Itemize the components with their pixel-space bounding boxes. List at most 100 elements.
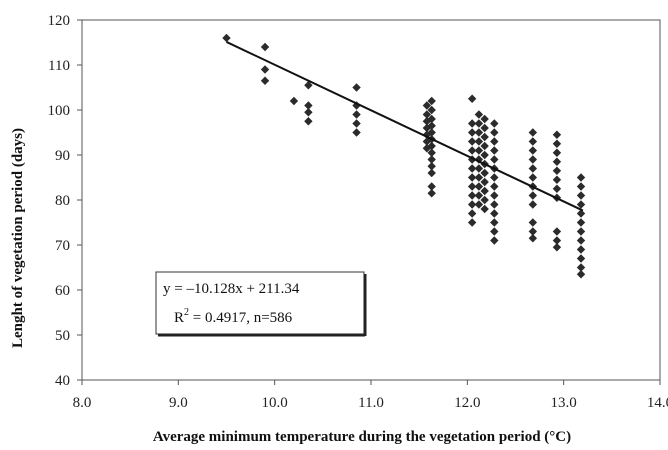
data-point: [490, 119, 499, 128]
data-point: [467, 218, 477, 227]
data-point: [552, 175, 562, 184]
x-tick-label: 10.0: [262, 395, 288, 411]
regression-annotation: y = –10.128x + 211.34 R2 = 0.4917, n=586: [155, 271, 367, 337]
data-point: [352, 110, 361, 119]
regression-equation: y = –10.128x + 211.34: [163, 281, 300, 297]
data-point: [480, 150, 489, 160]
data-point: [474, 137, 484, 146]
data-point: [467, 137, 477, 146]
data-point: [352, 119, 361, 128]
data-point: [427, 155, 436, 164]
data-point: [474, 182, 484, 191]
data-point: [552, 166, 562, 175]
data-point: [474, 200, 484, 209]
data-point: [576, 173, 586, 182]
data-point: [576, 209, 586, 218]
data-point: [552, 130, 562, 139]
r-squared-text: R2 = 0.4917, n=586: [174, 307, 293, 326]
data-point: [422, 137, 432, 146]
data-point: [528, 234, 538, 243]
data-point: [222, 33, 231, 43]
x-tick-label: 14.0: [647, 395, 668, 411]
data-point: [467, 164, 477, 173]
data-point: [427, 121, 436, 130]
data-point: [467, 173, 477, 182]
data-point: [552, 157, 562, 166]
data-point: [528, 137, 538, 146]
data-point: [576, 270, 586, 279]
data-point: [474, 128, 484, 137]
data-point: [474, 110, 484, 119]
r-squared-superscript: 2: [184, 307, 189, 318]
data-point: [528, 227, 538, 236]
data-point: [490, 128, 499, 137]
x-tick-label: 9.0: [169, 395, 188, 411]
data-point: [289, 96, 299, 106]
data-point: [427, 148, 436, 157]
data-point: [528, 173, 538, 182]
data-point: [552, 139, 562, 148]
data-point: [490, 155, 499, 164]
data-point: [304, 81, 313, 90]
y-axis-title: Lenght of vegetation period (days): [10, 128, 26, 348]
data-point: [467, 191, 477, 200]
data-point: [480, 132, 489, 142]
y-tick-label: 90: [55, 148, 70, 164]
y-tick-label: 40: [55, 373, 70, 389]
data-point: [474, 119, 484, 128]
data-point: [474, 164, 484, 173]
annotation-box: [155, 271, 365, 335]
data-point: [427, 105, 436, 115]
data-point: [352, 128, 361, 137]
data-point: [480, 168, 489, 178]
data-point: [480, 141, 489, 151]
data-point: [304, 101, 313, 110]
data-point: [427, 141, 436, 151]
x-tick-label: 11.0: [358, 395, 384, 411]
data-point: [260, 65, 270, 74]
data-point: [576, 227, 586, 236]
data-point: [528, 155, 538, 164]
x-tick-label: 12.0: [454, 395, 480, 411]
data-point: [427, 189, 436, 198]
data-point: [480, 186, 489, 196]
y-tick-label: 80: [55, 193, 70, 209]
y-tick-label: 70: [55, 238, 70, 254]
x-tick-label: 8.0: [73, 395, 92, 411]
data-point: [490, 209, 499, 218]
data-point: [576, 182, 586, 191]
r-squared-value: = 0.4917, n=586: [189, 310, 293, 326]
data-point: [427, 168, 436, 178]
data-point: [528, 128, 538, 137]
data-point: [427, 128, 436, 137]
trend-line: [226, 41, 584, 212]
data-point: [490, 182, 499, 191]
data-point: [480, 204, 489, 214]
data-point: [427, 114, 436, 124]
data-point: [480, 123, 489, 133]
data-point: [552, 148, 562, 157]
data-point: [422, 110, 432, 119]
data-point: [474, 146, 484, 155]
r-squared-prefix: R: [174, 310, 184, 326]
data-point: [490, 227, 499, 236]
data-point: [490, 236, 499, 245]
data-point: [490, 137, 499, 146]
data-point: [576, 200, 586, 209]
data-point: [576, 191, 586, 200]
x-axis-title: Average minimum temperature during the v…: [153, 429, 571, 445]
data-point: [576, 263, 586, 272]
data-point: [304, 117, 313, 126]
y-tick-label: 120: [48, 13, 71, 29]
data-point: [304, 108, 313, 117]
data-point: [422, 144, 432, 153]
data-point: [427, 96, 436, 106]
data-point: [576, 254, 586, 263]
data-point: [474, 173, 484, 182]
y-tick-label: 100: [48, 103, 71, 119]
data-point: [474, 191, 484, 200]
x-tick-label: 13.0: [551, 395, 577, 411]
data-point: [528, 200, 538, 209]
data-point: [576, 218, 586, 227]
